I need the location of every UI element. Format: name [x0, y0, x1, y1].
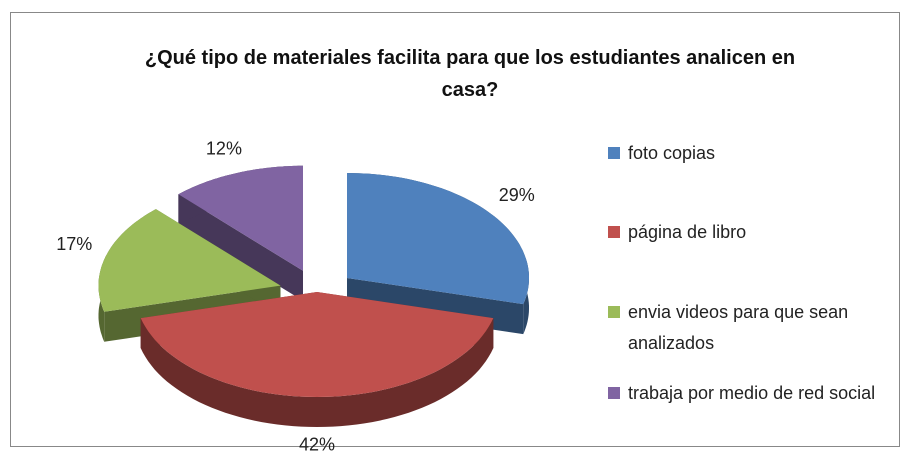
data-label: 12% — [206, 138, 242, 158]
legend-item: envia videos para que sean analizados — [608, 297, 908, 359]
legend-swatch — [608, 226, 620, 238]
data-label: 17% — [56, 234, 92, 254]
legend-item: foto copias — [608, 138, 908, 169]
data-label: 29% — [499, 185, 535, 205]
legend-swatch — [608, 306, 620, 318]
slice — [178, 165, 303, 301]
slice — [140, 292, 494, 427]
data-label: 42% — [299, 435, 335, 455]
legend-label: trabaja por medio de red social — [628, 383, 876, 403]
legend-item: página de libro — [608, 217, 908, 248]
slice-side — [178, 194, 303, 301]
slice-top — [347, 173, 529, 305]
slice-top — [140, 292, 494, 397]
chart-border — [10, 12, 900, 447]
legend-swatch — [608, 147, 620, 159]
slice-top — [98, 209, 281, 312]
legend-item: trabaja por medio de red social — [608, 378, 908, 409]
legend-swatch — [608, 387, 620, 399]
slice-top — [178, 165, 303, 271]
legend-label: foto copias — [628, 143, 716, 163]
legend-label: envia videos para que sean analizados — [628, 302, 849, 353]
chart-title: ¿Qué tipo de materiales facilita para qu… — [144, 47, 796, 101]
slice-wall — [140, 318, 494, 427]
legend-label: página de libro — [628, 222, 747, 242]
